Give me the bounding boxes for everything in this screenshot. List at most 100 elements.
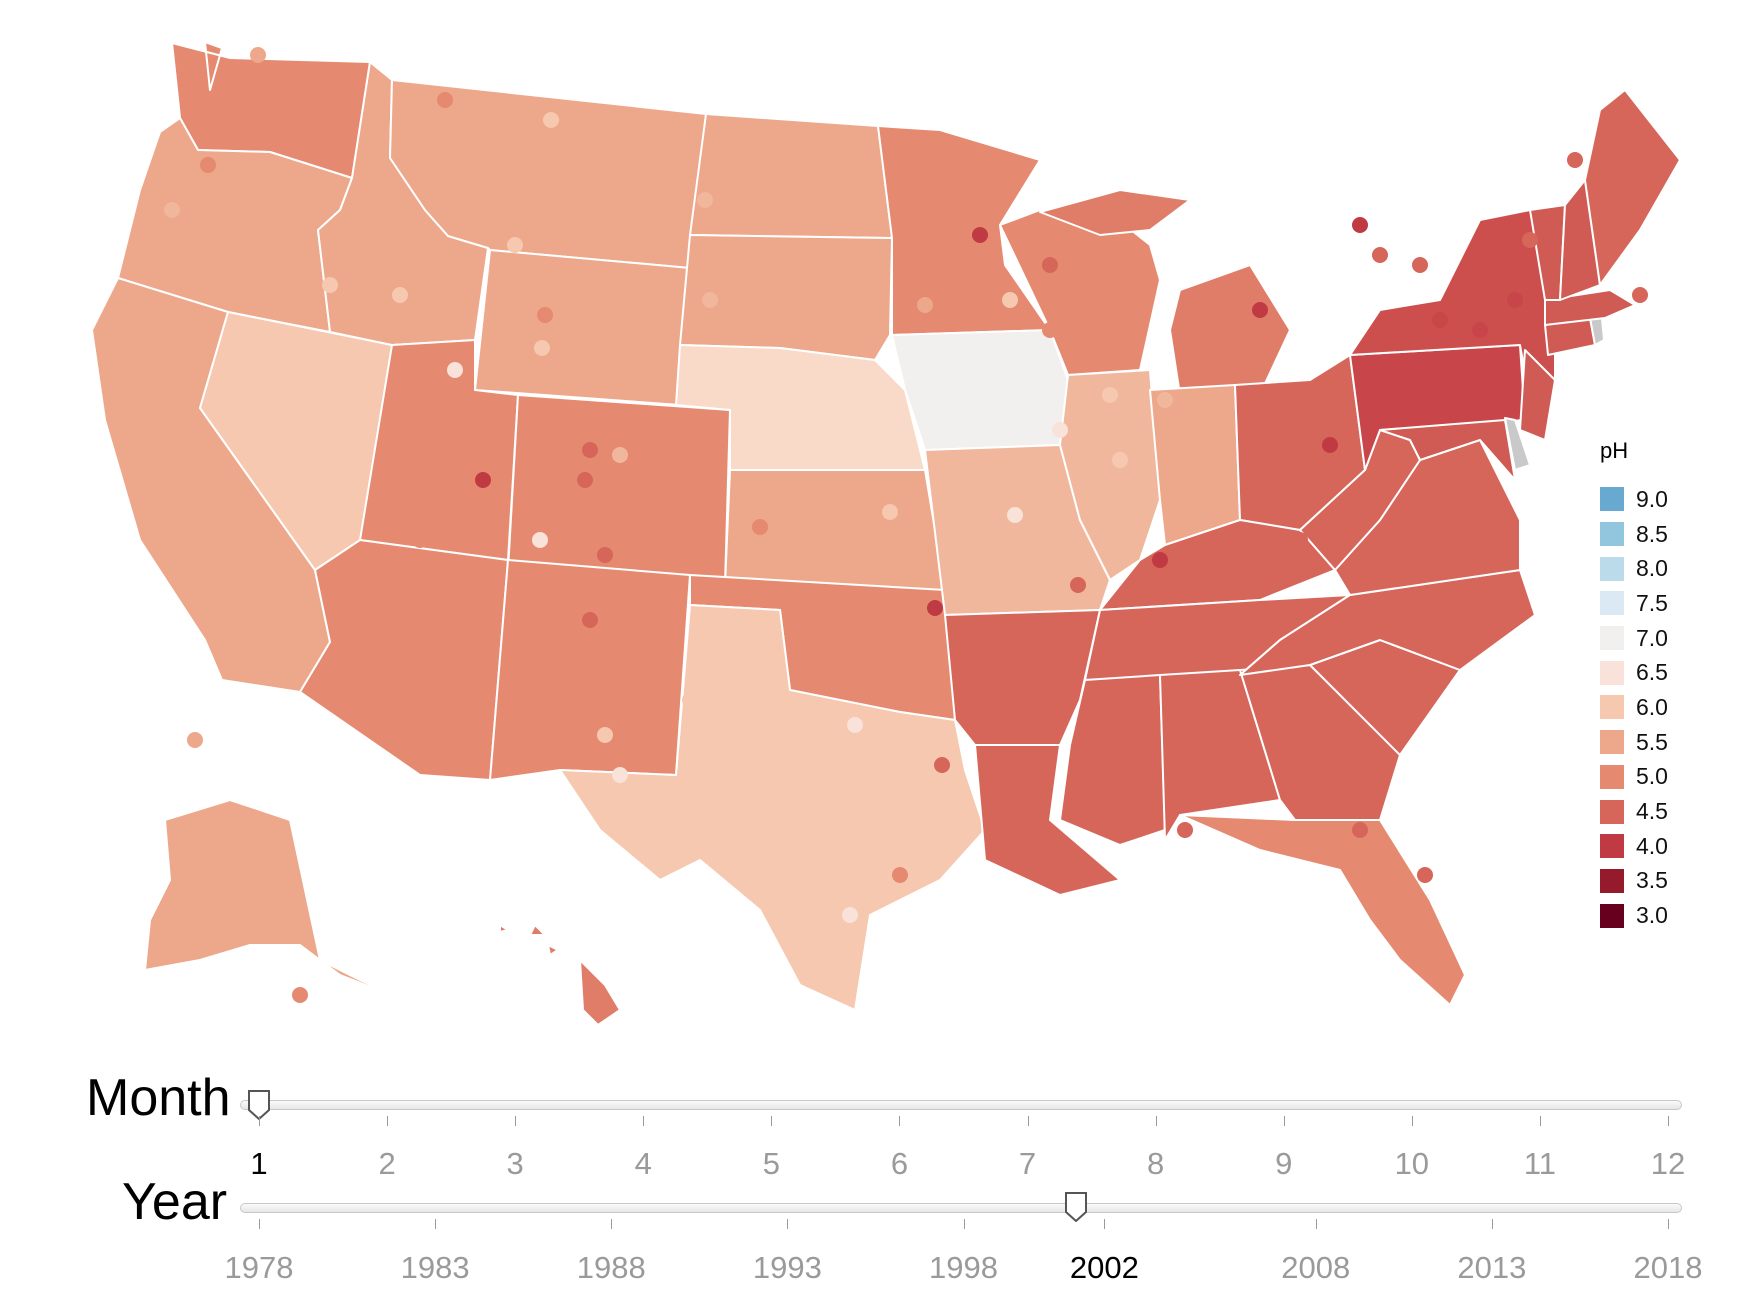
station-dot[interactable]	[1352, 612, 1368, 628]
month-slider-track[interactable]	[240, 1100, 1682, 1110]
station-dot[interactable]	[1152, 552, 1168, 568]
station-dot[interactable]	[882, 504, 898, 520]
slider-tick-label[interactable]: 2	[378, 1146, 396, 1181]
slider-tick-label[interactable]: 7	[1018, 1146, 1037, 1181]
year-slider-handle[interactable]	[1065, 1192, 1088, 1223]
station-dot[interactable]	[1472, 322, 1488, 338]
slider-tick-label[interactable]: 5	[762, 1146, 780, 1181]
station-dot[interactable]	[292, 987, 308, 1003]
station-dot[interactable]	[412, 532, 428, 548]
slider-tick-label[interactable]: 4	[634, 1146, 652, 1181]
station-dot[interactable]	[892, 867, 908, 883]
slider-tick-label[interactable]: 1978	[224, 1250, 294, 1285]
station-dot[interactable]	[1177, 822, 1193, 838]
station-dot[interactable]	[582, 442, 598, 458]
station-dot[interactable]	[447, 362, 463, 378]
station-dot[interactable]	[1067, 227, 1083, 243]
station-dot[interactable]	[1002, 292, 1018, 308]
station-dot[interactable]	[537, 307, 553, 323]
station-dot[interactable]	[206, 104, 222, 120]
station-dot[interactable]	[1602, 182, 1618, 198]
station-dot[interactable]	[1522, 232, 1538, 248]
station-dot[interactable]	[1412, 257, 1428, 273]
station-dot[interactable]	[1042, 322, 1058, 338]
slider-tick-label[interactable]: 1	[250, 1146, 268, 1181]
station-dot[interactable]	[1277, 420, 1293, 436]
slider-tick-label[interactable]: 2013	[1457, 1250, 1527, 1285]
station-dot[interactable]	[847, 717, 863, 733]
station-dot[interactable]	[472, 177, 488, 193]
slider-tick-label[interactable]: 9	[1275, 1146, 1293, 1181]
station-dot[interactable]	[543, 112, 559, 128]
station-dot[interactable]	[1052, 422, 1068, 438]
station-dot[interactable]	[1257, 487, 1273, 503]
slider-tick-label[interactable]: 1988	[576, 1250, 646, 1285]
station-dot[interactable]	[507, 652, 523, 668]
station-dot[interactable]	[1352, 822, 1368, 838]
station-dot[interactable]	[437, 92, 453, 108]
station-dot[interactable]	[1070, 577, 1086, 593]
station-dot[interactable]	[252, 867, 268, 883]
station-dot[interactable]	[1362, 737, 1378, 753]
slider-tick-label[interactable]: 1993	[752, 1250, 822, 1285]
station-dot[interactable]	[200, 157, 216, 173]
slider-tick-label[interactable]: 2018	[1633, 1250, 1703, 1285]
station-dot[interactable]	[682, 692, 698, 708]
station-dot[interactable]	[1157, 392, 1173, 408]
station-dot[interactable]	[1352, 217, 1368, 233]
station-dot[interactable]	[392, 287, 408, 303]
station-dot[interactable]	[577, 472, 593, 488]
slider-tick-label[interactable]: 3	[506, 1146, 524, 1181]
slider-tick-label[interactable]: 1998	[929, 1250, 998, 1285]
station-dot[interactable]	[532, 532, 548, 548]
station-dot[interactable]	[934, 757, 950, 773]
station-dot[interactable]	[972, 227, 988, 243]
station-dot[interactable]	[1072, 852, 1088, 868]
station-dot[interactable]	[1432, 312, 1448, 328]
station-dot[interactable]	[612, 447, 628, 463]
station-dot[interactable]	[507, 237, 523, 253]
station-dot[interactable]	[597, 727, 613, 743]
station-dot[interactable]	[1252, 302, 1268, 318]
slider-tick-label[interactable]: 1983	[400, 1250, 470, 1285]
station-dot[interactable]	[162, 932, 178, 948]
slider-tick-label[interactable]: 2002	[1069, 1250, 1139, 1285]
station-dot[interactable]	[1182, 722, 1198, 738]
station-dot[interactable]	[1412, 592, 1428, 608]
station-dot[interactable]	[1502, 537, 1518, 553]
station-dot[interactable]	[1102, 387, 1118, 403]
station-dot[interactable]	[1372, 247, 1388, 263]
station-dot[interactable]	[187, 732, 203, 748]
slider-tick-label[interactable]: 11	[1523, 1146, 1556, 1181]
slider-tick-label[interactable]: 10	[1394, 1146, 1430, 1181]
station-dot[interactable]	[475, 472, 491, 488]
station-dot[interactable]	[1272, 452, 1288, 468]
station-dot[interactable]	[1112, 452, 1128, 468]
station-dot[interactable]	[1007, 507, 1023, 523]
station-dot[interactable]	[250, 47, 266, 63]
station-dot[interactable]	[587, 422, 603, 438]
station-dot[interactable]	[697, 192, 713, 208]
month-slider-handle[interactable]	[248, 1090, 270, 1121]
station-dot[interactable]	[322, 277, 338, 293]
station-dot[interactable]	[164, 202, 180, 218]
slider-tick-label[interactable]: 12	[1650, 1146, 1686, 1181]
station-dot[interactable]	[1417, 867, 1433, 883]
station-dot[interactable]	[1322, 437, 1338, 453]
station-dot[interactable]	[1242, 412, 1258, 428]
station-dot[interactable]	[992, 692, 1008, 708]
station-dot[interactable]	[1252, 617, 1268, 633]
station-dot[interactable]	[534, 340, 550, 356]
station-dot[interactable]	[1422, 352, 1438, 368]
station-dot[interactable]	[842, 907, 858, 923]
station-dot[interactable]	[597, 547, 613, 563]
station-dot[interactable]	[702, 292, 718, 308]
slider-tick-label[interactable]: 8	[1147, 1146, 1165, 1181]
station-dot[interactable]	[582, 612, 598, 628]
station-dot[interactable]	[1432, 672, 1448, 688]
station-dot[interactable]	[1567, 152, 1583, 168]
year-slider-track[interactable]	[240, 1203, 1682, 1213]
station-dot[interactable]	[752, 519, 768, 535]
slider-tick-label[interactable]: 2008	[1281, 1250, 1351, 1285]
station-dot[interactable]	[1467, 552, 1483, 568]
